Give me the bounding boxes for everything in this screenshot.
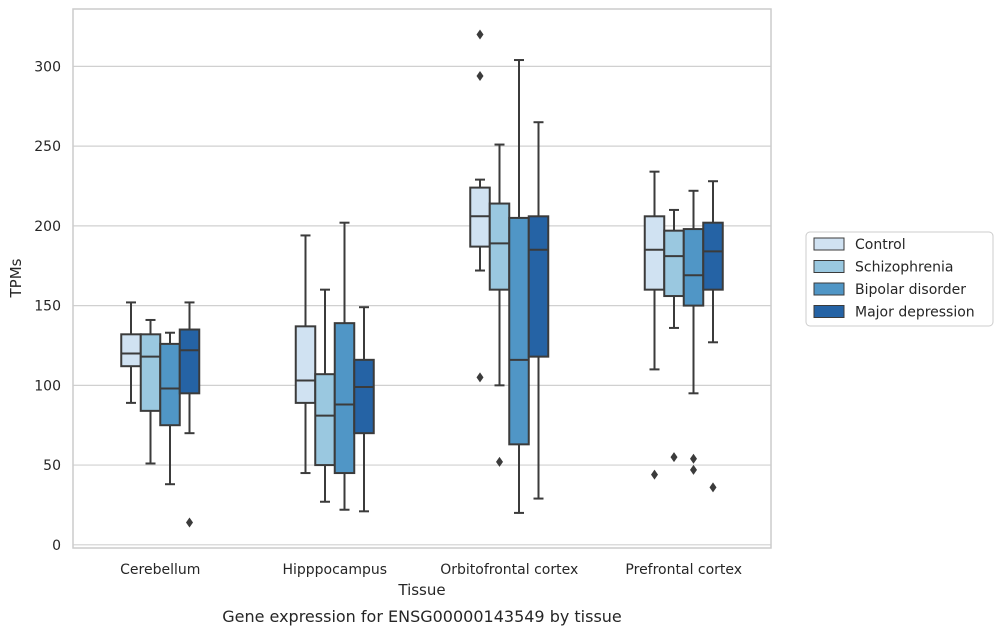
- box-control: [120, 301, 142, 404]
- box-bipolar-disorder: [508, 59, 530, 514]
- outlier-point: [476, 70, 484, 81]
- legend-frame: [805, 231, 994, 327]
- box-major-depression: [527, 121, 550, 500]
- y-tick-label: 200: [34, 219, 61, 235]
- outlier-point: [476, 29, 484, 40]
- box-schizophrenia: [314, 288, 336, 503]
- legend-label: Schizophrenia: [855, 260, 953, 276]
- box: [159, 342, 181, 427]
- y-axis-label: TPMs: [7, 258, 25, 298]
- box: [353, 358, 375, 435]
- y-tick-label: 250: [34, 139, 61, 155]
- box: [663, 229, 685, 298]
- outlier-point: [709, 482, 717, 493]
- grid-lines: [73, 65, 771, 546]
- outlier-point: [690, 464, 697, 475]
- box-major-depression: [702, 180, 724, 493]
- x-axis-label: Tissue: [397, 581, 445, 599]
- y-tick-label: 300: [34, 59, 61, 75]
- box-control: [643, 170, 666, 480]
- legend-swatch: [813, 237, 845, 251]
- outlier-point: [496, 456, 503, 467]
- box-major-depression: [353, 306, 375, 513]
- outlier-point: [186, 517, 193, 528]
- outlier-point: [670, 452, 678, 463]
- box-plot-series: [120, 29, 724, 528]
- box-schizophrenia: [139, 318, 162, 465]
- box: [682, 228, 705, 307]
- x-tick-label: Hipppocampus: [282, 562, 387, 578]
- box-bipolar-disorder: [159, 331, 181, 486]
- legend-swatch: [813, 260, 845, 273]
- y-axis-ticks: 0 50 100 150 200 250 300: [34, 59, 61, 553]
- box-schizophrenia: [488, 143, 511, 467]
- legend-swatch: [813, 305, 845, 318]
- box-bipolar-disorder: [333, 221, 356, 511]
- legend-swatch: [813, 282, 845, 296]
- box: [508, 216, 530, 446]
- box: [294, 325, 317, 404]
- box: [527, 215, 550, 358]
- box-control: [294, 234, 317, 475]
- y-tick-label: 150: [34, 299, 61, 315]
- box: [314, 373, 336, 467]
- x-axis-ticks: Cerebellum Hipppocampus Orbitofrontal cort…: [120, 562, 742, 578]
- box: [333, 322, 356, 475]
- box-major-depression: [178, 301, 201, 528]
- box: [120, 333, 142, 368]
- legend-label: Bipolar disorder: [855, 282, 966, 298]
- y-tick-label: 50: [43, 458, 61, 474]
- x-tick-label: Cerebellum: [120, 562, 200, 578]
- box: [178, 328, 201, 395]
- box-schizophrenia: [663, 208, 685, 463]
- chart-title: Gene expression for ENSG00000143549 by t…: [222, 607, 622, 626]
- legend-label: Major depression: [855, 305, 975, 321]
- y-tick-label: 100: [34, 378, 61, 394]
- y-tick-label: 0: [52, 538, 61, 554]
- box-bipolar-disorder: [682, 189, 705, 475]
- plot-frame: [72, 8, 772, 549]
- outlier-point: [476, 372, 484, 383]
- box: [702, 221, 724, 291]
- x-tick-label: Prefrontal cortex: [625, 562, 742, 578]
- legend: Control Schizophrenia Bipolar disorder Majo…: [805, 231, 994, 327]
- legend-label: Control: [855, 237, 906, 253]
- outlier-point: [690, 453, 697, 464]
- box: [139, 333, 162, 412]
- box: [488, 202, 511, 291]
- box: [643, 215, 666, 291]
- outlier-point: [651, 469, 658, 480]
- x-tick-label: Orbitofrontal cortex: [440, 562, 578, 578]
- box-control: [469, 29, 491, 383]
